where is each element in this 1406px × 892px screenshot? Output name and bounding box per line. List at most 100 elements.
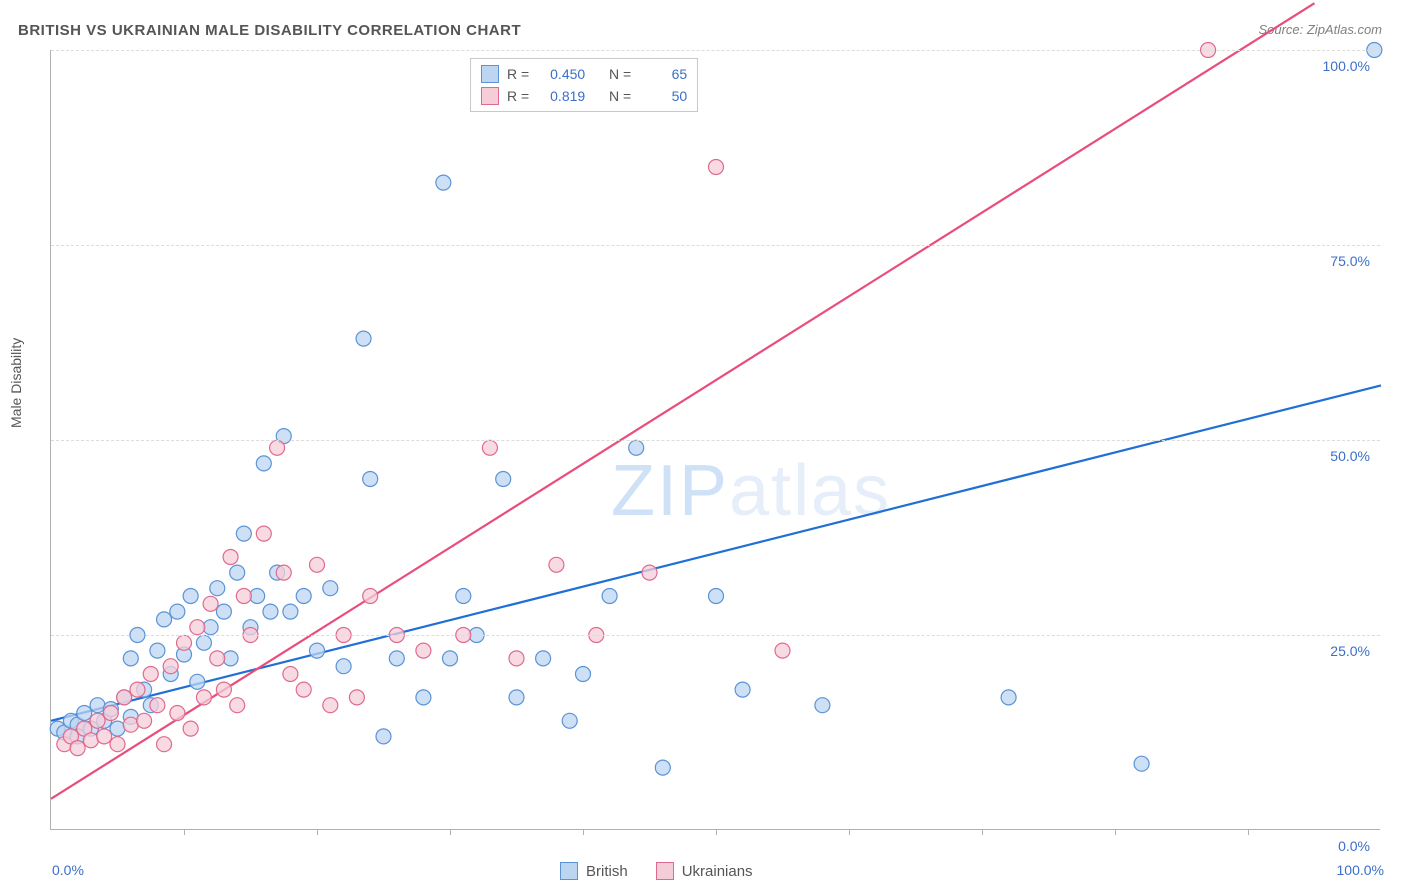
plot-area: ZIPatlas 0.0%25.0%50.0%75.0%100.0% (50, 50, 1380, 830)
data-point (349, 690, 364, 705)
data-point (97, 729, 112, 744)
data-point (157, 612, 172, 627)
data-point (123, 717, 138, 732)
data-point (230, 565, 245, 580)
data-point (196, 635, 211, 650)
data-point (562, 713, 577, 728)
data-point (183, 589, 198, 604)
data-point (190, 620, 205, 635)
data-point (236, 526, 251, 541)
data-point (216, 604, 231, 619)
x-tick (1248, 829, 1249, 835)
x-tick (184, 829, 185, 835)
data-point (436, 175, 451, 190)
data-point (283, 667, 298, 682)
gridline (51, 440, 1380, 441)
data-point (177, 635, 192, 650)
data-point (183, 721, 198, 736)
x-tick (982, 829, 983, 835)
legend-r-label: R = (507, 66, 529, 82)
correlation-legend: R = 0.450 N = 65 R = 0.819 N = 50 (470, 58, 698, 112)
data-point (356, 331, 371, 346)
data-point (509, 651, 524, 666)
data-point (256, 456, 271, 471)
data-point (256, 526, 271, 541)
data-point (709, 589, 724, 604)
trend-line (51, 3, 1315, 799)
x-tick (1115, 829, 1116, 835)
legend-item: Ukrainians (656, 862, 753, 880)
y-tick-label: 25.0% (1330, 643, 1370, 659)
legend-n-label: N = (609, 66, 631, 82)
data-point (1134, 756, 1149, 771)
data-point (230, 698, 245, 713)
data-point (170, 706, 185, 721)
data-point (536, 651, 551, 666)
data-point (482, 440, 497, 455)
data-point (629, 440, 644, 455)
data-point (416, 690, 431, 705)
legend-swatch (656, 862, 674, 880)
data-point (310, 643, 325, 658)
data-point (203, 596, 218, 611)
data-point (270, 440, 285, 455)
legend-r-label: R = (507, 88, 529, 104)
data-point (363, 589, 378, 604)
data-point (815, 698, 830, 713)
y-tick-label: 100.0% (1323, 58, 1370, 74)
data-point (416, 643, 431, 658)
source-label: Source: ZipAtlas.com (1258, 22, 1382, 37)
data-point (735, 682, 750, 697)
legend-row: R = 0.819 N = 50 (481, 85, 687, 107)
y-tick-label: 75.0% (1330, 253, 1370, 269)
data-point (283, 604, 298, 619)
legend-n-value: 50 (639, 88, 687, 104)
data-point (642, 565, 657, 580)
data-point (190, 674, 205, 689)
data-point (196, 690, 211, 705)
data-point (323, 698, 338, 713)
data-point (170, 604, 185, 619)
data-point (223, 550, 238, 565)
data-point (77, 706, 92, 721)
legend-label: British (586, 863, 628, 880)
data-point (263, 604, 278, 619)
data-point (775, 643, 790, 658)
legend-r-value: 0.819 (537, 88, 585, 104)
gridline (51, 635, 1380, 636)
data-point (123, 651, 138, 666)
data-point (117, 690, 132, 705)
y-axis-label: Male Disability (8, 338, 24, 428)
legend-r-value: 0.450 (537, 66, 585, 82)
legend-n-label: N = (609, 88, 631, 104)
y-tick-label: 50.0% (1330, 448, 1370, 464)
data-point (210, 651, 225, 666)
legend-label: Ukrainians (682, 863, 753, 880)
data-point (163, 659, 178, 674)
data-point (83, 733, 98, 748)
data-point (276, 565, 291, 580)
data-point (709, 160, 724, 175)
data-point (90, 698, 105, 713)
legend-item: British (560, 862, 628, 880)
legend-row: R = 0.450 N = 65 (481, 63, 687, 85)
legend-n-value: 65 (639, 66, 687, 82)
x-tick (583, 829, 584, 835)
data-point (602, 589, 617, 604)
x-tick (716, 829, 717, 835)
data-point (310, 557, 325, 572)
trend-line (51, 385, 1381, 720)
x-tick (849, 829, 850, 835)
data-point (137, 713, 152, 728)
data-point (130, 682, 145, 697)
data-point (150, 698, 165, 713)
data-point (103, 706, 118, 721)
x-axis-start-label: 0.0% (52, 862, 84, 878)
data-point (70, 741, 85, 756)
x-tick (450, 829, 451, 835)
data-point (336, 659, 351, 674)
series-legend: British Ukrainians (560, 862, 753, 880)
data-point (456, 589, 471, 604)
data-point (296, 682, 311, 697)
y-tick-label: 0.0% (1338, 838, 1370, 854)
